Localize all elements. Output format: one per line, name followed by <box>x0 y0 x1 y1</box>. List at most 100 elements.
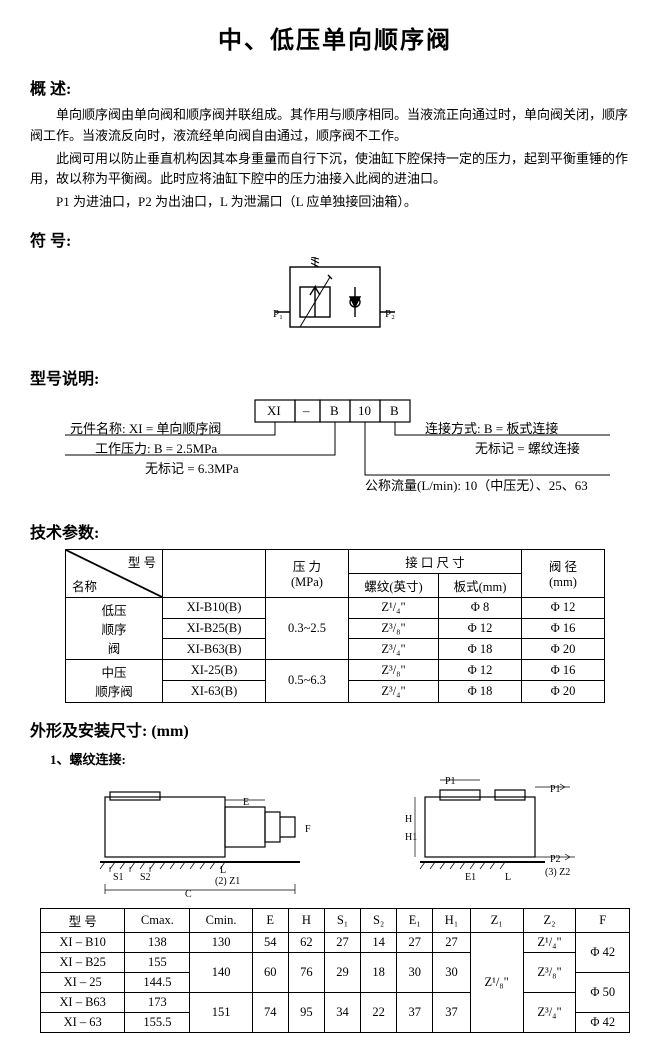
g1r1-plate: Φ 12 <box>438 618 521 639</box>
g1r2-model: XI-B63(B) <box>163 639 266 660</box>
svg-text:E: E <box>243 797 249 808</box>
dr0-S2: 14 <box>361 932 397 952</box>
tech-table: 型 号 名称 压 力(MPa) 接 口 尺 寸 阀 径(mm) 螺纹(英寸) 板… <box>65 549 605 703</box>
dims-drawings: S1 S2 L (2) Z1 C F E P1 P1 H H1 <box>55 772 615 902</box>
symbol-p2-label: P₂ <box>385 308 395 320</box>
g2r0-model: XI-25(B) <box>163 659 266 681</box>
dr-Z1: Z¹/₈" <box>470 932 523 1032</box>
dh-4: H <box>288 908 324 932</box>
symbol-p1-label: P₁ <box>273 308 283 320</box>
model-conn-note: 无标记 = 螺纹连接 <box>475 441 580 456</box>
g1r2-valve: Φ 20 <box>522 639 605 660</box>
dr3-H1: 37 <box>433 992 470 1032</box>
dr1-Cmin: 140 <box>190 952 252 992</box>
dh-2: Cmin. <box>190 908 252 932</box>
th-plate: 板式(mm) <box>438 573 521 597</box>
g1r0-thread: Z¹/₄" <box>349 597 439 618</box>
overview-p2: 此阀可用以防止垂直机构因其本身重量而自行下沉，使油缸下腔保持一定的压力，起到平衡… <box>30 149 640 191</box>
dr4-Cmax: 155.5 <box>125 1012 190 1032</box>
g2-press: 0.5~6.3 <box>266 659 349 702</box>
overview-p3: P1 为进油口，P2 为出油口，L 为泄漏口（L 应单独接回油箱）。 <box>30 192 640 213</box>
model-flow-label: 公称流量(L/min): 10（中压无）、25、63 <box>365 478 588 493</box>
dr3-H: 95 <box>288 992 324 1032</box>
dr3-m: XI – B63 <box>41 992 125 1012</box>
page-title: 中、低压单向顺序阀 <box>30 20 640 55</box>
dr3-Z2: Z³/₄" <box>523 992 576 1032</box>
g2r0-valve: Φ 16 <box>522 659 605 681</box>
dr1-E: 60 <box>252 952 288 992</box>
svg-text:(3) Z2: (3) Z2 <box>545 867 570 878</box>
hydraulic-symbol-icon: P₁ P₂ <box>265 257 405 347</box>
model-press-note: 无标记 = 6.3MPa <box>145 461 239 476</box>
model-press-label: 工作压力: B = 2.5MPa <box>95 441 217 456</box>
dh-6: S₂ <box>361 908 397 932</box>
dr3-E1: 37 <box>397 992 433 1032</box>
dr0-H: 62 <box>288 932 324 952</box>
dr1-S1: 29 <box>324 952 360 992</box>
dr0-S1: 27 <box>324 932 360 952</box>
dr0-Z2: Z¹/₄" <box>523 932 576 952</box>
tech-heading: 技术参数: <box>30 519 640 543</box>
g1r1-thread: Z³/₈" <box>349 618 439 639</box>
dr0-Cmax: 138 <box>125 932 190 952</box>
dr1-m: XI – B25 <box>41 952 125 972</box>
svg-text:(2) Z1: (2) Z1 <box>215 876 240 887</box>
dr0-m: XI – B10 <box>41 932 125 952</box>
th-press: 压 力(MPa) <box>266 549 349 597</box>
svg-text:P1: P1 <box>445 776 456 787</box>
dh-10: Z₂ <box>523 908 576 932</box>
dims-heading: 外形及安装尺寸: (mm) <box>30 717 640 741</box>
g1-press: 0.3~2.5 <box>266 597 349 659</box>
th-thread: 螺纹(英寸) <box>349 573 439 597</box>
dr1-Z2: Z³/₈" <box>523 952 576 992</box>
model-cell-3: 10 <box>358 403 371 418</box>
svg-text:H1: H1 <box>405 832 417 843</box>
dh-7: E₁ <box>397 908 433 932</box>
dr1-Cmax: 155 <box>125 952 190 972</box>
dr0-F: Φ 42 <box>576 932 630 972</box>
svg-text:S2: S2 <box>140 872 151 883</box>
overview-p1: 单向顺序阀由单向阀和顺序阀并联组成。其作用与顺序相同。当液流正向通过时，单向阀关… <box>30 105 640 147</box>
overview-heading: 概 述: <box>30 75 640 99</box>
model-explanation-diagram: XI – B 10 B 元件名称: XI = 单向顺序阀 工作压力: B = 2… <box>55 395 615 505</box>
svg-text:C: C <box>185 889 192 900</box>
svg-text:S1: S1 <box>113 872 124 883</box>
model-cell-0: XI <box>267 403 281 418</box>
g1-name: 低压顺序阀 <box>66 597 163 659</box>
model-heading: 型号说明: <box>30 365 640 389</box>
symbol-heading: 符 号: <box>30 227 640 251</box>
dr1-H: 76 <box>288 952 324 992</box>
model-name-label: 元件名称: XI = 单向顺序阀 <box>70 421 221 436</box>
th-if: 接 口 尺 寸 <box>349 549 522 573</box>
g2r1-plate: Φ 18 <box>438 681 521 703</box>
g2r0-thread: Z³/₈" <box>349 659 439 681</box>
svg-text:E1: E1 <box>465 872 476 883</box>
svg-text:P2: P2 <box>550 854 561 865</box>
g1r0-plate: Φ 8 <box>438 597 521 618</box>
dr3-S2: 22 <box>361 992 397 1032</box>
dr0-H1: 27 <box>433 932 470 952</box>
dr3-S1: 34 <box>324 992 360 1032</box>
g1r1-model: XI-B25(B) <box>163 618 266 639</box>
svg-text:P1: P1 <box>550 784 561 795</box>
dr1-S2: 18 <box>361 952 397 992</box>
dr0-Cmin: 130 <box>190 932 252 952</box>
dims-sub1: 1、螺纹连接: <box>50 749 640 768</box>
dh-9: Z₁ <box>470 908 523 932</box>
dims-table: 型 号 Cmax. Cmin. E H S₁ S₂ E₁ H₁ Z₁ Z₂ F … <box>40 908 630 1033</box>
model-cell-1: – <box>302 403 310 418</box>
dr2-F: Φ 50 <box>576 972 630 1012</box>
th-model-col <box>163 549 266 597</box>
dr2-Cmax: 144.5 <box>125 972 190 992</box>
g2r1-valve: Φ 20 <box>522 681 605 703</box>
dh-5: S₁ <box>324 908 360 932</box>
dr1-E1: 30 <box>397 952 433 992</box>
dh-11: F <box>576 908 630 932</box>
dh-0: 型 号 <box>41 908 125 932</box>
g1r1-valve: Φ 16 <box>522 618 605 639</box>
svg-text:L: L <box>505 872 511 883</box>
model-cell-4: B <box>390 403 399 418</box>
svg-text:H: H <box>405 814 412 825</box>
model-cell-2: B <box>330 403 339 418</box>
dr2-m: XI – 25 <box>41 972 125 992</box>
